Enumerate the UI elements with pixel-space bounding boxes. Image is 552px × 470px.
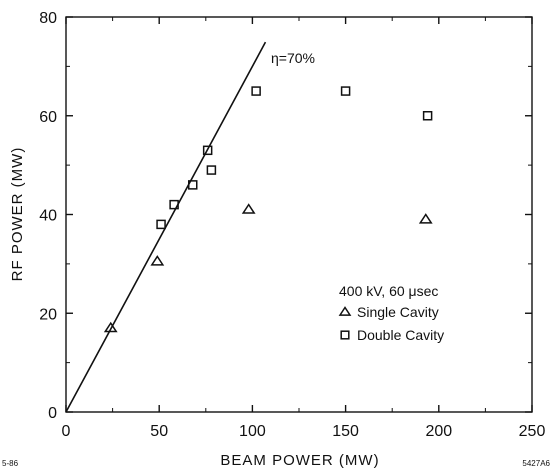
chart-labels: BEAM POWER (MW) RF POWER (MW) η=70% 400 … bbox=[2, 50, 551, 469]
single-cavity-point bbox=[150, 255, 165, 266]
x-tick-label: 250 bbox=[519, 423, 546, 440]
x-axis-title: BEAM POWER (MW) bbox=[220, 452, 379, 469]
legend-header: 400 kV, 60 μsec bbox=[339, 283, 438, 299]
double-cavity-point bbox=[202, 145, 213, 156]
y-tick-label: 40 bbox=[39, 208, 57, 225]
legend-marker-square bbox=[340, 330, 350, 340]
x-tick-label: 0 bbox=[62, 423, 71, 440]
x-tick-label: 200 bbox=[425, 423, 452, 440]
y-tick-label: 0 bbox=[48, 405, 57, 422]
efficiency-line-label: η=70% bbox=[271, 50, 315, 66]
double-cavity-point bbox=[340, 86, 351, 96]
double-cavity-point bbox=[206, 165, 217, 175]
data-points bbox=[103, 86, 433, 333]
legend-marker-triangle bbox=[338, 306, 352, 316]
x-tick-label: 50 bbox=[150, 423, 168, 440]
single-cavity-point bbox=[103, 321, 118, 333]
y-tick-label: 20 bbox=[39, 306, 57, 323]
x-tick-label: 100 bbox=[239, 423, 266, 440]
double-cavity-point bbox=[251, 86, 261, 96]
y-tick-label: 60 bbox=[39, 109, 57, 126]
x-tick-label: 150 bbox=[332, 423, 359, 440]
corner-label-left: 5-86 bbox=[2, 459, 19, 468]
single-cavity-point bbox=[418, 213, 433, 224]
legend-label-single-cavity: Single Cavity bbox=[357, 304, 439, 320]
plot-frame bbox=[65, 16, 533, 413]
double-cavity-point bbox=[169, 199, 179, 210]
legend-markers bbox=[338, 306, 352, 340]
double-cavity-point bbox=[188, 180, 198, 190]
single-cavity-point bbox=[241, 203, 256, 214]
corner-label-right: 5427A6 bbox=[522, 459, 550, 468]
axes: 0 50 100 150 200 250 0 20 40 60 80 bbox=[39, 10, 545, 440]
double-cavity-point bbox=[422, 111, 433, 121]
y-tick-label: 80 bbox=[39, 10, 57, 27]
double-cavity-point bbox=[156, 219, 166, 230]
legend-label-double-cavity: Double Cavity bbox=[357, 327, 444, 343]
y-axis-title: RF POWER (MW) bbox=[9, 147, 26, 282]
